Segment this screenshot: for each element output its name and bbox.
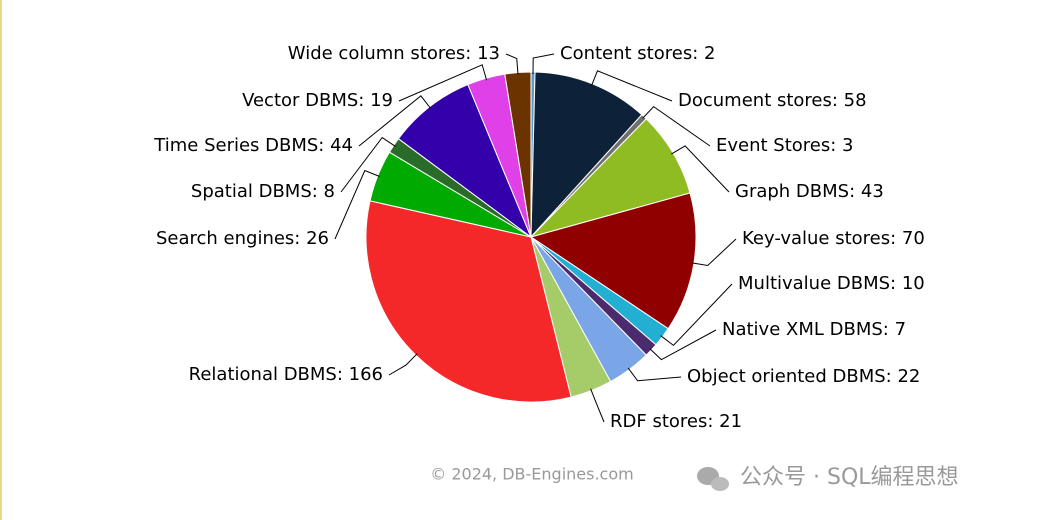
leader-line xyxy=(671,145,730,193)
slice-label: Spatial DBMS: 8 xyxy=(191,181,335,202)
slice-label: Search engines: 26 xyxy=(156,228,329,249)
leader-line xyxy=(591,70,673,102)
slice-label: Wide column stores: 13 xyxy=(288,43,500,64)
watermark: 公众号 · SQL编程思想 xyxy=(740,465,959,490)
slice-label: Content stores: 2 xyxy=(560,43,715,64)
leader-line xyxy=(358,95,432,147)
slice-label: Event Stores: 3 xyxy=(716,135,853,156)
slice-label: RDF stores: 21 xyxy=(610,411,742,432)
slice-label: Document stores: 58 xyxy=(678,90,867,111)
slice-label: Native XML DBMS: 7 xyxy=(722,319,906,340)
leader-line xyxy=(388,353,418,376)
leader-line xyxy=(532,53,555,75)
leader-line xyxy=(590,388,605,423)
slice-label: Graph DBMS: 43 xyxy=(735,181,884,202)
leader-line xyxy=(505,53,519,75)
slice-label: Key-value stores: 70 xyxy=(742,228,925,249)
frame-edge xyxy=(0,0,2,520)
slice-label: Vector DBMS: 19 xyxy=(242,90,393,111)
leader-line xyxy=(340,136,396,193)
credit: © 2024, DB-Engines.com xyxy=(430,465,633,484)
leader-line xyxy=(649,329,717,361)
watermark-icon xyxy=(697,467,729,491)
leader-line xyxy=(627,367,682,382)
leader-line xyxy=(642,105,711,147)
leader-line xyxy=(660,283,733,347)
leader-line xyxy=(334,169,380,240)
slice-label: Multivalue DBMS: 10 xyxy=(738,273,925,294)
slice-label: Time Series DBMS: 44 xyxy=(153,135,353,156)
leader-line xyxy=(398,64,488,102)
slice-label: Relational DBMS: 166 xyxy=(189,364,383,385)
leader-line xyxy=(691,238,737,266)
slice-label: Object oriented DBMS: 22 xyxy=(687,366,920,387)
